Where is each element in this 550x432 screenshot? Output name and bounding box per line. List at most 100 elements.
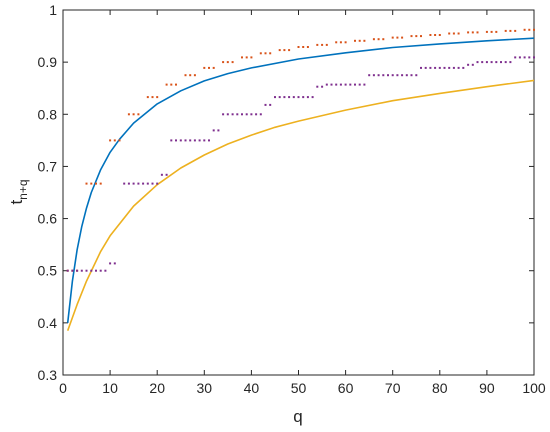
y-axis-label-subscript: n+q [16,179,30,199]
series-2-marker [90,182,93,185]
x-tick-label: 0 [59,380,67,396]
series-3-marker [448,66,451,69]
series-3-marker [363,83,366,86]
y-tick-label: 0.3 [38,367,58,383]
series-3-marker [481,61,484,64]
series-3-marker [321,85,324,88]
series-3-marker [170,139,173,142]
y-axis-ticks: 0.3 0.4 0.5 0.6 0.7 0.8 0.9 1 [38,2,534,383]
series-2-marker [165,83,168,86]
series-3-marker [467,63,470,66]
series-3-marker [476,61,479,64]
series-2-marker [212,66,215,69]
series-2-marker [438,34,441,36]
series-3-marker [509,61,512,64]
series-2-marker [339,41,342,44]
series-2-marker [208,66,210,69]
y-tick-label: 0.6 [38,211,58,227]
series-2-marker [245,56,248,59]
x-tick-label: 60 [338,380,354,396]
x-tick-label: 10 [102,380,118,396]
series-2-marker [429,34,432,36]
series-3-marker [523,56,526,59]
series-2-marker [189,74,192,77]
series-3-marker [151,182,154,185]
series-3-marker [335,83,338,86]
series-3-marker [175,139,177,142]
series-2-marker [401,36,404,39]
series-3-marker [283,96,286,99]
series-3-marker [533,56,535,59]
series-2-marker [231,61,234,64]
series-2-marker [316,43,319,46]
series-2-marker [193,74,196,77]
series-3-marker [377,74,380,77]
series-3-marker [349,83,352,86]
series-2-marker [382,38,385,41]
series-3-marker [354,83,356,86]
series-3-marker [255,113,258,116]
series-3-marker [457,66,460,69]
series-3-marker [250,113,253,116]
series-3-marker [490,61,493,64]
series-3-marker [391,74,394,77]
series-3-marker [217,129,220,132]
series-3-marker [193,139,196,142]
series-3-marker [514,56,517,59]
series-3-marker [212,129,215,132]
series-3-marker [528,56,531,59]
x-tick-label: 50 [291,380,307,396]
series-2-marker [156,96,159,99]
series-3-marker [339,83,342,86]
series-1-curve [66,79,535,331]
series-2-marker [95,182,97,185]
series-3-marker [231,113,234,116]
series-3-marker [123,182,126,185]
series-3-marker [245,113,248,116]
x-tick-label: 70 [385,380,401,396]
series-3-marker [429,66,432,69]
series-2-marker [415,35,418,38]
series-3-marker [504,61,507,64]
series-3-marker [165,173,168,176]
series-2-marker [321,43,324,46]
series-2-marker [354,39,356,42]
series-2-marker [504,29,507,32]
series-3-marker [189,139,192,142]
series-2-marker [335,41,338,44]
series-3-marker [485,61,488,64]
series-3-marker [274,96,276,99]
series-3-marker [222,113,225,116]
series-2-marker [269,52,272,55]
series-2-marker [448,32,451,35]
series-3-marker [330,83,333,86]
series-3-marker [405,74,408,77]
series-3-marker [420,66,422,69]
series-2-marker [222,61,225,64]
series-2-marker [514,29,517,32]
series-2-marker [288,49,291,52]
series-3-marker [99,269,102,272]
series-3-marker [198,139,201,142]
y-tick-label: 1 [49,2,57,18]
series-3-marker [410,74,413,77]
series-3-marker [241,113,243,116]
series-2-marker [377,38,380,41]
series-3-marker [264,103,267,106]
series-2-marker [146,96,149,99]
series-2-marker [241,56,243,59]
series-2-marker [471,31,474,34]
x-axis-label: q [293,407,302,426]
series-2-marker [283,49,286,52]
series-2-marker [363,39,366,42]
series-3-marker [495,61,498,64]
series-2-marker [297,46,300,48]
x-axis-ticks: 0 10 20 30 40 50 60 70 80 90 100 [59,10,546,396]
x-tick-label: 80 [432,380,448,396]
series-2-marker [132,113,135,116]
series-3-marker [160,173,163,176]
series-2-marker [467,31,470,34]
series-3-marker [434,66,437,69]
series-3-marker [415,74,418,77]
series-3-marker [311,96,314,99]
